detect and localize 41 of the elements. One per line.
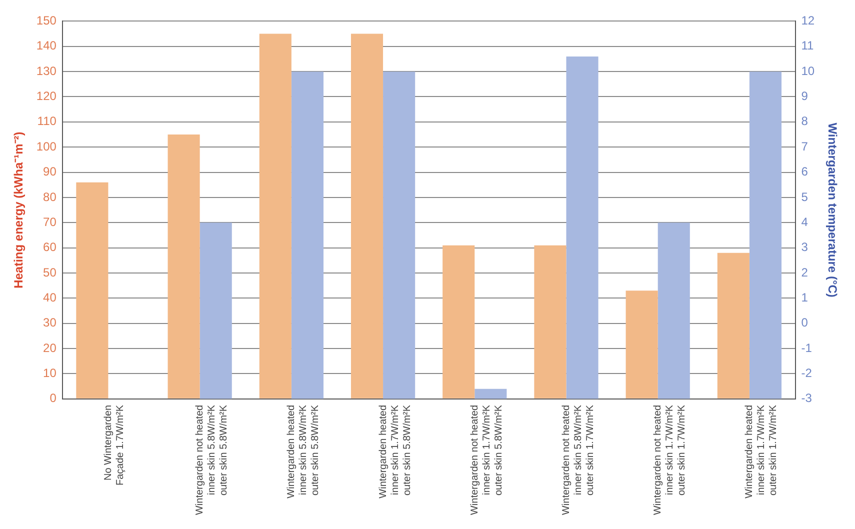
x-tick-label: Wintergarden not heated inner skin 5.8W/m²K outer skin 5.8W/m²K <box>194 404 230 516</box>
y2-tick-label: 2 <box>801 265 808 280</box>
y-tick-label: 120 <box>36 89 57 104</box>
bar <box>442 245 475 398</box>
y2-tick-label: 10 <box>801 64 815 78</box>
y-tick-label: 140 <box>36 38 57 53</box>
bar <box>76 182 108 398</box>
y-tick-label: 130 <box>36 64 57 78</box>
y2-tick-label: -1 <box>801 340 812 355</box>
y-tick-label: 150 <box>36 14 57 28</box>
y2-tick-label: -2 <box>801 366 812 380</box>
bar <box>474 388 507 399</box>
y-tick-label: 30 <box>43 316 57 330</box>
y2-tick-label: 6 <box>801 164 808 179</box>
y2-tick-label: 0 <box>801 316 808 330</box>
y2-tick-label: 3 <box>801 240 808 254</box>
y-tick-label: 50 <box>43 265 57 280</box>
y-tick-label: 80 <box>43 190 57 204</box>
y-tick-label: 60 <box>43 240 57 254</box>
y-tick-label: 100 <box>36 139 57 154</box>
y-tick-label: 70 <box>43 214 57 229</box>
x-tick-label: No Wintergarden Façade 1.7W/m²K <box>102 404 126 486</box>
y2-tick-label: -3 <box>801 391 812 406</box>
y-tick-label: 0 <box>50 391 57 406</box>
y-tick-label: 20 <box>43 340 57 355</box>
y2-tick-label: 7 <box>801 139 808 154</box>
y-tick-label: 110 <box>37 114 57 128</box>
y2-tick-label: 4 <box>801 214 808 229</box>
y2-tick-label: 8 <box>801 114 808 128</box>
y2-tick-label: 1 <box>801 290 808 305</box>
y2-tick-label: 11 <box>801 38 814 53</box>
bar <box>749 72 782 399</box>
y2-tick-label: 12 <box>801 14 815 28</box>
y2-tick-label: 5 <box>801 190 808 204</box>
y-tick-label: 10 <box>43 366 57 380</box>
y-tick-label: 40 <box>43 290 57 305</box>
y-axis-title: Heating energy (kWha⁻¹m⁻²) <box>12 132 26 288</box>
y2-tick-label: 9 <box>801 89 808 104</box>
bar <box>566 56 598 399</box>
y-tick-label: 90 <box>43 164 57 179</box>
y2-axis-title: Wintergarden temperature (°C) <box>825 122 840 298</box>
